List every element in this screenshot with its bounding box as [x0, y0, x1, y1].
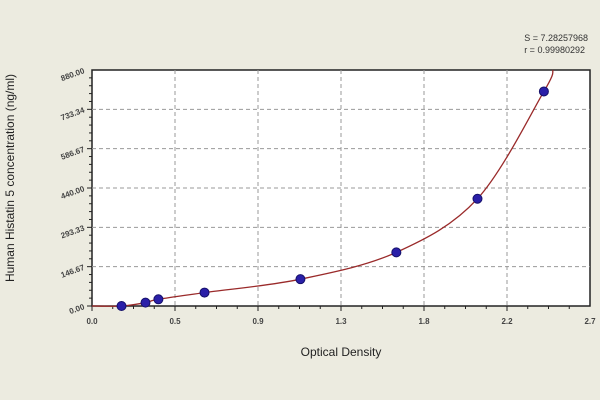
y-tick-label: 293.33 — [60, 223, 87, 240]
y-tick-label: 440.00 — [60, 184, 87, 201]
data-point — [538, 86, 549, 97]
y-tick-label: 146.67 — [60, 263, 87, 280]
data-point — [116, 301, 127, 311]
x-tick-label: 0.0 — [86, 317, 98, 326]
data-point — [295, 274, 306, 285]
x-tick-label: 0.5 — [169, 317, 181, 326]
x-tick-label: 2.2 — [501, 317, 513, 326]
data-point — [140, 297, 151, 308]
y-tick-label: 733.34 — [60, 105, 87, 122]
data-point — [199, 287, 210, 298]
y-axis-label: Human Histatin 5 concentration (ng/ml) — [3, 74, 17, 282]
data-point — [391, 247, 402, 258]
data-point — [153, 294, 164, 305]
y-tick-label: 586.67 — [60, 145, 87, 162]
x-tick-label: 1.8 — [418, 317, 430, 326]
x-tick-label: 2.7 — [584, 317, 596, 326]
x-tick-label: 0.9 — [252, 317, 264, 326]
data-point — [472, 193, 483, 204]
fit-stats: S = 7.28257968 r = 0.99980292 — [524, 32, 588, 56]
x-axis-label: Optical Density — [301, 345, 382, 359]
fit-stat-r: r = 0.99980292 — [524, 45, 585, 55]
fit-curve — [91, 69, 554, 307]
fit-stat-s: S = 7.28257968 — [524, 33, 588, 43]
y-tick-label: 880.00 — [60, 66, 87, 83]
x-tick-label: 1.3 — [335, 317, 347, 326]
y-tick-label: 0.00 — [68, 302, 86, 316]
